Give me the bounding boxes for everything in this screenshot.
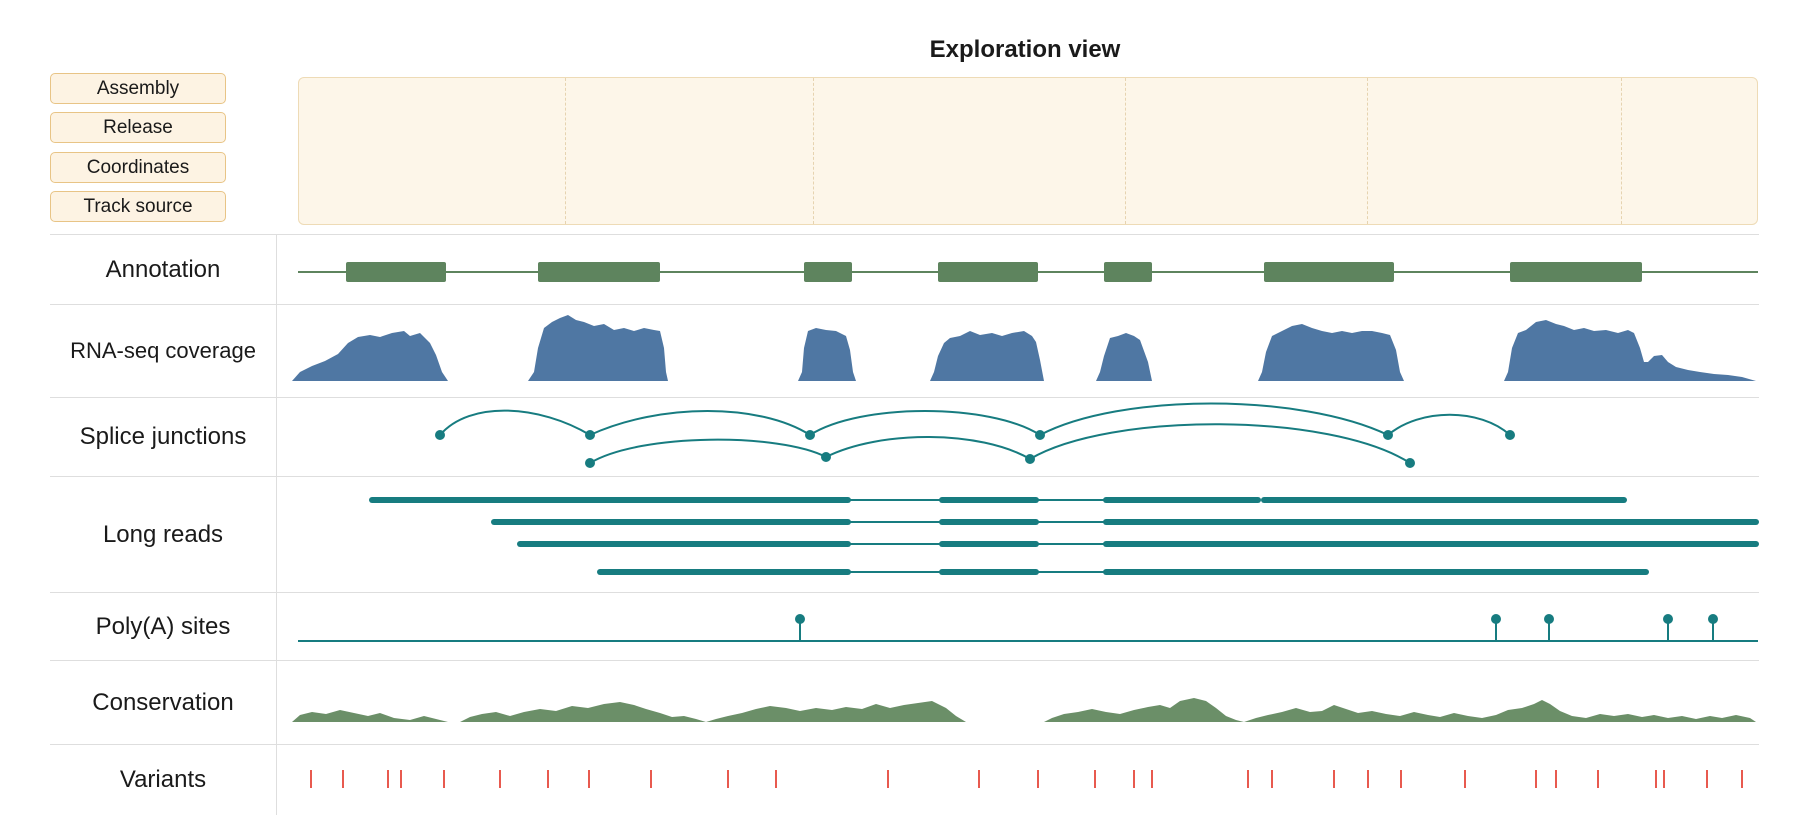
splice-node[interactable] xyxy=(1025,454,1035,464)
row-divider xyxy=(50,234,1759,235)
splice-node[interactable] xyxy=(1035,430,1045,440)
conservation-area[interactable] xyxy=(292,698,1756,722)
exon[interactable] xyxy=(1104,262,1152,282)
overview-divider xyxy=(1125,78,1126,224)
overview-divider xyxy=(813,78,814,224)
exon[interactable] xyxy=(538,262,660,282)
coordinates-button[interactable]: Coordinates xyxy=(50,152,226,183)
overview-divider xyxy=(565,78,566,224)
track-label-longreads: Long reads xyxy=(102,520,224,548)
track-label-polya: Poly(A) sites xyxy=(95,612,231,640)
exon[interactable] xyxy=(938,262,1038,282)
splice-node[interactable] xyxy=(805,430,815,440)
junction-arc[interactable] xyxy=(589,410,811,436)
splice-nodes xyxy=(435,430,1515,468)
splice-node[interactable] xyxy=(1383,430,1393,440)
overview-panel[interactable] xyxy=(298,77,1758,225)
exon[interactable] xyxy=(804,262,852,282)
track-label-rnaseq: RNA-seq coverage xyxy=(70,338,256,363)
splice-node[interactable] xyxy=(585,458,595,468)
junction-arc[interactable] xyxy=(589,438,827,464)
junction-arc[interactable] xyxy=(439,409,591,436)
junction-arc[interactable] xyxy=(1387,413,1511,436)
track-source-button[interactable]: Track source xyxy=(50,191,226,222)
polya-site-marker[interactable] xyxy=(1491,614,1501,641)
track-label-variants: Variants xyxy=(119,766,207,793)
track-label-annotation: Annotation xyxy=(105,255,221,283)
junction-arc[interactable] xyxy=(825,436,1031,460)
polya-site-marker[interactable] xyxy=(795,614,805,641)
splice-node[interactable] xyxy=(821,452,831,462)
exon[interactable] xyxy=(1264,262,1394,282)
row-divider xyxy=(50,397,1759,398)
junction-arc[interactable] xyxy=(1039,402,1389,436)
exon[interactable] xyxy=(346,262,446,282)
assembly-button[interactable]: Assembly xyxy=(50,73,226,104)
track-label-splice: Splice junctions xyxy=(79,423,247,450)
row-divider xyxy=(50,304,1759,305)
long-reads-track[interactable] xyxy=(369,497,1759,575)
polya-site-marker[interactable] xyxy=(1663,614,1673,641)
label-column-divider xyxy=(276,235,277,815)
splice-node[interactable] xyxy=(1405,458,1415,468)
splice-node[interactable] xyxy=(585,430,595,440)
splice-node[interactable] xyxy=(1505,430,1515,440)
junction-arc[interactable] xyxy=(809,410,1041,436)
annotation-track[interactable] xyxy=(298,262,1758,282)
polya-site-marker[interactable] xyxy=(1708,614,1718,641)
splice-node[interactable] xyxy=(435,430,445,440)
release-button[interactable]: Release xyxy=(50,112,226,143)
row-divider xyxy=(50,476,1759,477)
page-title: Exploration view xyxy=(929,36,1121,63)
exon[interactable] xyxy=(1510,262,1642,282)
row-divider xyxy=(50,660,1759,661)
polya-track[interactable] xyxy=(298,614,1758,642)
row-divider xyxy=(50,592,1759,593)
overview-divider xyxy=(1367,78,1368,224)
row-divider xyxy=(50,744,1759,745)
polya-site-marker[interactable] xyxy=(1544,614,1554,641)
rnaseq-coverage-area[interactable] xyxy=(292,315,1756,381)
track-label-conservation: Conservation xyxy=(92,688,234,716)
junction-arc[interactable] xyxy=(1029,423,1411,464)
variants-track[interactable] xyxy=(310,770,1743,788)
splice-junctions-track[interactable] xyxy=(439,402,1511,464)
overview-divider xyxy=(1621,78,1622,224)
